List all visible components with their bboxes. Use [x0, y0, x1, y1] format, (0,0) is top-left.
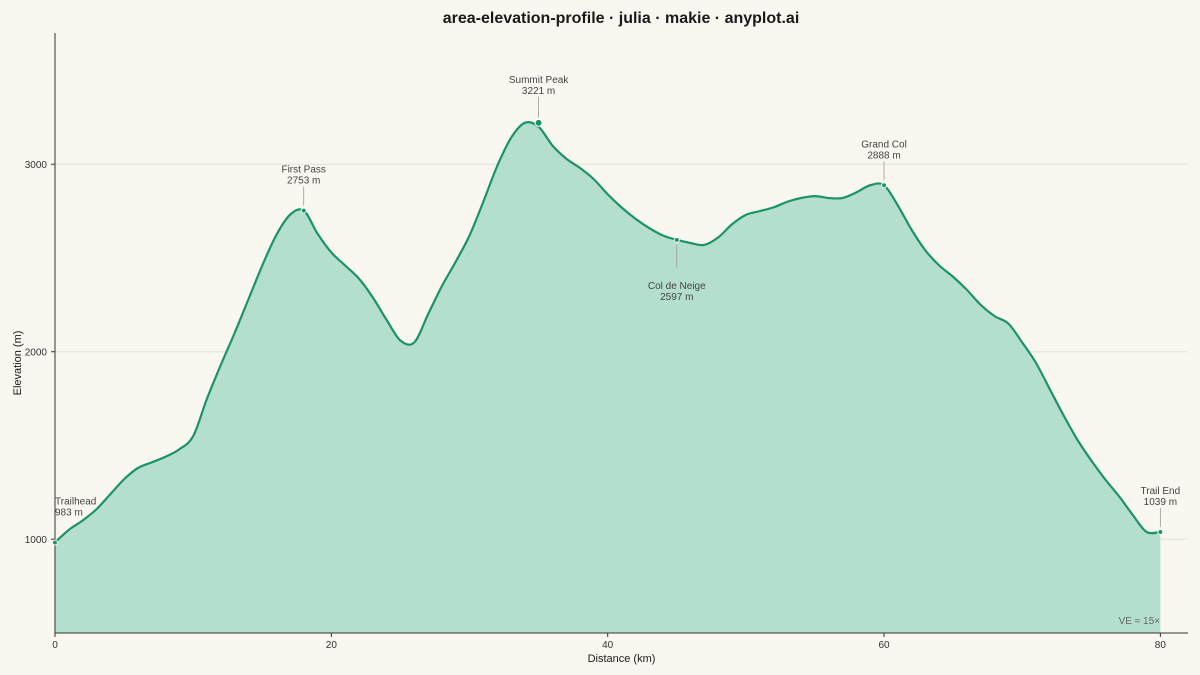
x-tick-label: 40	[602, 640, 614, 651]
y-tick-label: 2000	[25, 347, 48, 358]
waypoint-elevation: 1039 m	[1144, 497, 1177, 508]
waypoint-marker	[1157, 528, 1164, 535]
waypoint-name: First Pass	[281, 165, 325, 176]
waypoint-elevation: 2888 m	[867, 150, 900, 161]
waypoint-name: Summit Peak	[509, 75, 569, 86]
waypoint-name: Trailhead	[55, 496, 96, 507]
waypoint-name: Col de Neige	[648, 281, 706, 292]
x-axis-label: Distance (km)	[588, 653, 656, 665]
waypoint-elevation: 3221 m	[522, 86, 555, 97]
x-tick-label: 60	[878, 640, 890, 651]
y-tick-label: 1000	[25, 535, 48, 546]
waypoint-elevation: 983 m	[55, 507, 83, 518]
waypoint-elevation: 2753 m	[287, 176, 320, 187]
waypoint-marker	[534, 118, 543, 127]
waypoint-name: Trail End	[1141, 486, 1181, 497]
x-tick-label: 0	[52, 640, 58, 651]
waypoint-name: Grand Col	[861, 139, 907, 150]
y-axis-label: Elevation (m)	[12, 331, 24, 396]
waypoint-marker	[300, 207, 307, 214]
waypoint-elevation: 2597 m	[660, 292, 693, 303]
waypoint-marker	[881, 182, 888, 189]
waypoint-marker	[52, 539, 58, 546]
x-tick-label: 80	[1155, 640, 1167, 651]
chart-title: area-elevation-profile · julia · makie ·…	[442, 10, 800, 27]
x-tick-label: 20	[326, 640, 338, 651]
elevation-profile-line	[54, 121, 1161, 544]
elevation-area-fill	[55, 122, 1161, 634]
vertical-exaggeration-label: VE ≈ 15×	[1119, 616, 1161, 627]
axes-layer: 0 20 40 60 80 1000 2000 3000	[25, 33, 1188, 651]
y-tick-label: 3000	[25, 160, 48, 171]
waypoint-marker	[673, 236, 680, 243]
